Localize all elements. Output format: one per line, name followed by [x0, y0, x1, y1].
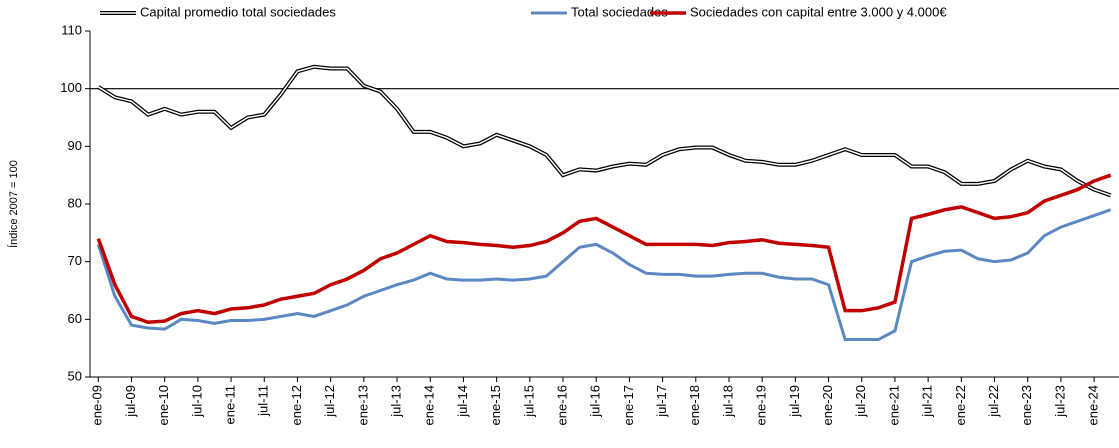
x-tick-label: jul-20 — [853, 385, 868, 418]
x-tick-label: jul-12 — [322, 385, 337, 418]
x-tick-label: jul-19 — [787, 385, 802, 418]
x-tick-label: ene-09 — [90, 385, 105, 425]
x-tick-label: ene-16 — [554, 385, 569, 425]
x-tick-label: ene-15 — [488, 385, 503, 425]
x-tick-label: ene-11 — [223, 385, 238, 425]
x-tick-label: jul-13 — [388, 385, 403, 418]
y-tick-label: 90 — [68, 138, 82, 153]
x-tick-label: ene-23 — [1019, 385, 1034, 425]
x-tick-label: jul-17 — [654, 385, 669, 418]
x-tick-label: jul-09 — [123, 385, 138, 418]
x-tick-label: ene-20 — [820, 385, 835, 425]
x-tick-label: jul-22 — [986, 385, 1001, 418]
y-tick-label: 80 — [68, 195, 82, 210]
y-tick-label: 50 — [68, 368, 82, 383]
x-tick-label: ene-17 — [621, 385, 636, 425]
x-tick-label: jul-10 — [189, 385, 204, 418]
x-tick-label: jul-18 — [720, 385, 735, 418]
y-tick-label: 60 — [68, 311, 82, 326]
x-tick-label: ene-19 — [754, 385, 769, 425]
x-tick-label: jul-16 — [588, 385, 603, 418]
x-tick-label: jul-21 — [920, 385, 935, 418]
x-tick-label: ene-12 — [289, 385, 304, 425]
x-tick-label: ene-22 — [953, 385, 968, 425]
legend-label: Total sociedades — [571, 4, 668, 19]
x-tick-label: ene-10 — [156, 385, 171, 425]
x-tick-label: jul-11 — [256, 385, 271, 417]
x-tick-label: ene-24 — [1086, 385, 1101, 425]
y-axis-label: Índice 2007 = 100 — [7, 160, 20, 248]
y-tick-label: 100 — [60, 80, 82, 95]
legend-label: Sociedades con capital entre 3.000 y 4.0… — [690, 4, 947, 19]
legend-label: Capital promedio total sociedades — [140, 4, 336, 19]
series-line-outline — [97, 64, 1112, 198]
series-line — [96, 208, 1112, 342]
x-tick-label: ene-14 — [422, 385, 437, 425]
x-tick-label: ene-21 — [886, 385, 901, 425]
x-tick-label: jul-15 — [521, 385, 536, 418]
x-tick-label: ene-13 — [355, 385, 370, 425]
y-tick-label: 70 — [68, 253, 82, 268]
x-tick-label: jul-14 — [455, 385, 470, 418]
y-tick-label: 110 — [61, 22, 82, 37]
series-line — [97, 65, 1111, 197]
x-tick-label: ene-18 — [687, 385, 702, 425]
series-line — [96, 173, 1112, 324]
x-tick-label: jul-23 — [1052, 385, 1067, 418]
